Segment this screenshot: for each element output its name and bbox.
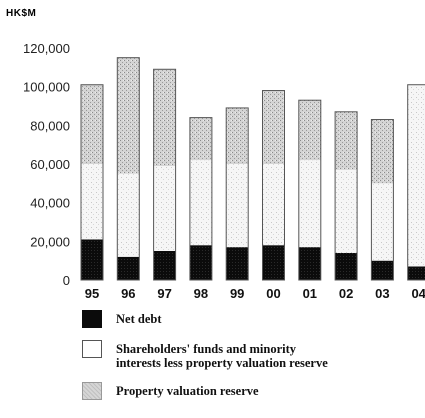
y-axis-unit-label: HK$M xyxy=(6,8,36,19)
bar-net-debt-01 xyxy=(298,247,321,280)
x-axis-ticks: 95 96 97 98 99 00 01 02 03 04 xyxy=(85,286,425,300)
bar-shareholders-funds-96 xyxy=(117,173,140,257)
x-tick-label: 97 xyxy=(157,286,171,300)
bar-net-debt-02 xyxy=(335,252,358,280)
x-tick-label: 01 xyxy=(303,286,317,300)
y-tick-label: 20,000 xyxy=(30,234,70,249)
y-tick-label: 40,000 xyxy=(30,196,70,211)
bar-outline-01 xyxy=(298,99,322,281)
x-tick-label: 04 xyxy=(411,286,425,300)
x-tick-label: 95 xyxy=(85,286,99,300)
shareholders-funds-swatch xyxy=(82,340,102,358)
bar-shareholders-funds-04 xyxy=(407,84,425,267)
bar-property-valuation-reserve-01 xyxy=(298,100,321,161)
bar-shareholders-funds-97 xyxy=(153,165,176,251)
x-tick-label: 96 xyxy=(121,286,135,300)
bars xyxy=(80,57,425,281)
bar-net-debt-95 xyxy=(81,239,103,280)
bar-property-valuation-reserve-00 xyxy=(262,90,285,164)
x-tick-label: 03 xyxy=(375,286,389,300)
bar-net-debt-03 xyxy=(371,260,394,280)
legend-item-shareholders-funds: Shareholders' funds and minority interes… xyxy=(82,340,422,370)
legend-label-shareholders-funds: Shareholders' funds and minority interes… xyxy=(116,340,328,370)
property-valuation-reserve-swatch xyxy=(82,382,102,400)
legend-item-net-debt: Net debt xyxy=(82,310,422,328)
bar-outline-04 xyxy=(407,84,425,281)
legend-label-shareholders-funds-line2: interests less property valuation reserv… xyxy=(116,356,328,370)
bar-net-debt-97 xyxy=(153,251,176,280)
bar-outline-96 xyxy=(116,57,140,281)
bar-shareholders-funds-95 xyxy=(81,164,103,240)
bar-outline-97 xyxy=(153,68,177,281)
bar-net-debt-96 xyxy=(117,256,140,280)
bar-property-valuation-reserve-03 xyxy=(371,119,394,184)
bar-net-debt-98 xyxy=(189,245,212,280)
bar-property-valuation-reserve-98 xyxy=(189,117,212,161)
bar-property-valuation-reserve-96 xyxy=(117,57,140,174)
bar-shareholders-funds-01 xyxy=(298,160,321,248)
legend-label-shareholders-funds-line1: Shareholders' funds and minority xyxy=(116,342,297,356)
bar-outline-02 xyxy=(334,111,358,281)
bar-net-debt-00 xyxy=(262,245,285,280)
bar-shareholders-funds-00 xyxy=(262,164,285,246)
x-tick-label: 02 xyxy=(339,286,353,300)
y-axis-ticks: 0 20,000 40,000 60,000 80,000 100,000 120,000 xyxy=(23,41,70,288)
bar-outline-03 xyxy=(370,119,394,281)
bar-shareholders-funds-99 xyxy=(226,164,249,248)
x-tick-label: 98 xyxy=(194,286,208,300)
bar-outline-00 xyxy=(262,90,285,281)
x-tick-label: 99 xyxy=(230,286,244,300)
bar-chart: HK$M 0 20,000 40,000 60,000 80,000 100,000 120… xyxy=(6,8,425,300)
bar-shareholders-funds-98 xyxy=(189,160,212,246)
legend: Net debt Shareholders' funds and minorit… xyxy=(82,310,422,412)
y-tick-label: 80,000 xyxy=(30,118,70,133)
legend-label-net-debt: Net debt xyxy=(116,312,162,326)
bar-property-valuation-reserve-02 xyxy=(335,111,358,170)
bar-outline-95 xyxy=(80,84,104,281)
legend-item-property-valuation-reserve: Property valuation reserve xyxy=(82,382,422,400)
bar-net-debt-04 xyxy=(407,266,425,280)
bar-property-valuation-reserve-95 xyxy=(81,84,103,164)
bar-shareholders-funds-02 xyxy=(335,169,358,253)
legend-label-property-valuation-reserve: Property valuation reserve xyxy=(116,384,259,398)
bar-net-debt-99 xyxy=(226,247,249,280)
bar-outline-98 xyxy=(189,117,213,281)
bar-property-valuation-reserve-97 xyxy=(153,69,176,166)
y-tick-label: 120,000 xyxy=(23,41,70,56)
x-tick-label: 00 xyxy=(266,286,280,300)
bar-outline-99 xyxy=(225,107,249,281)
y-tick-label: 0 xyxy=(63,273,70,288)
y-tick-label: 60,000 xyxy=(30,157,70,172)
y-tick-label: 100,000 xyxy=(23,80,70,95)
net-debt-swatch xyxy=(82,310,102,328)
bar-shareholders-funds-03 xyxy=(371,183,394,261)
bar-property-valuation-reserve-99 xyxy=(226,107,249,164)
